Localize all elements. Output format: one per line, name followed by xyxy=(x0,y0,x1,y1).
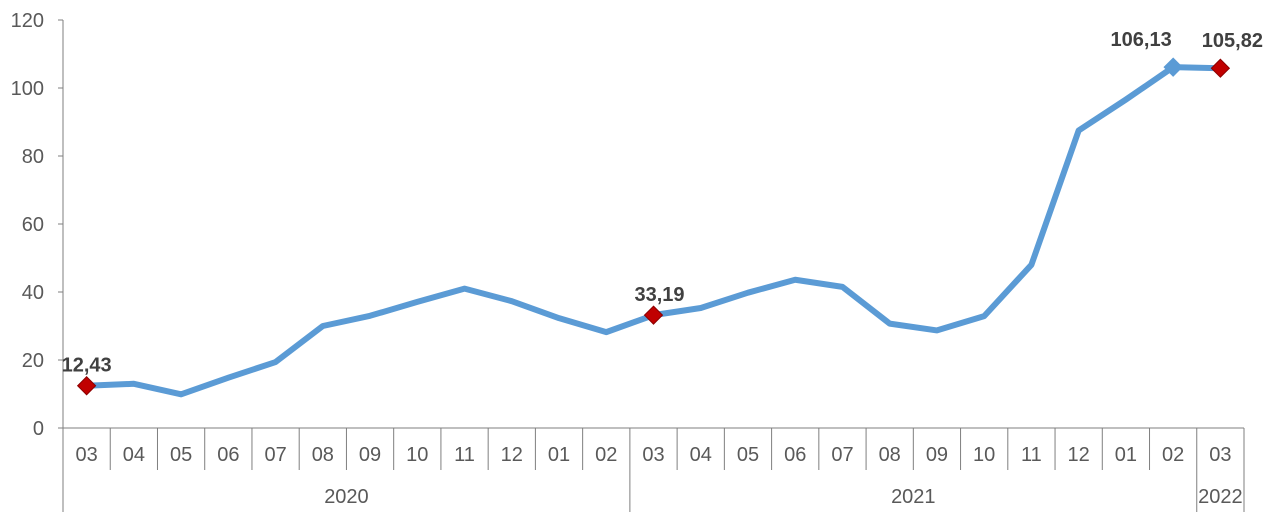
year-label: 2021 xyxy=(891,486,936,508)
x-tick-label: 11 xyxy=(1021,444,1042,466)
y-tick-label: 100 xyxy=(11,78,44,100)
x-tick-label: 12 xyxy=(1068,444,1090,466)
data-point-marker xyxy=(1210,58,1231,78)
x-tick-label: 09 xyxy=(926,444,948,466)
data-label: 12,43 xyxy=(62,355,112,377)
y-axis-ticks: 0 20 40 60 80 100 120 xyxy=(11,10,63,440)
series-group xyxy=(83,64,1224,398)
x-tick-label: 07 xyxy=(831,444,853,466)
x-tick-label: 09 xyxy=(359,444,381,466)
x-axis-categories: 03 04 05 06 07 08 09 10 11 12 01 02 03 04 05 06 07 08 09 10… xyxy=(62,428,1245,470)
data-label: 106,13 xyxy=(1111,29,1172,51)
x-tick-label: 03 xyxy=(75,444,97,466)
y-tick-label: 0 xyxy=(33,418,44,440)
x-tick-label: 04 xyxy=(690,444,712,466)
data-point-marker xyxy=(76,376,97,396)
x-tick-label: 04 xyxy=(123,444,145,466)
highlight-markers xyxy=(76,57,1231,396)
x-tick-label: 01 xyxy=(1115,444,1137,466)
x-tick-label: 02 xyxy=(595,444,617,466)
data-label: 105,82 xyxy=(1202,30,1263,52)
x-tick-label: 06 xyxy=(217,444,239,466)
x-tick-label: 03 xyxy=(642,444,664,466)
x-tick-label: 06 xyxy=(784,444,806,466)
x-tick-label: 10 xyxy=(973,444,995,466)
y-tick-label: 120 xyxy=(11,10,44,32)
y-tick-label: 80 xyxy=(22,146,44,168)
x-tick-label: 10 xyxy=(406,444,428,466)
x-tick-label: 01 xyxy=(548,444,570,466)
x-tick-label: 08 xyxy=(312,444,334,466)
series-line xyxy=(83,64,1224,398)
x-axis-years: 2020 2021 2022 xyxy=(62,470,1245,512)
x-tick-label: 03 xyxy=(1209,444,1231,466)
year-label: 2020 xyxy=(324,486,369,508)
data-labels: 12,43 33,19 106,13 105,82 xyxy=(62,29,1263,377)
data-point-marker xyxy=(1163,57,1183,77)
axes xyxy=(62,20,1244,429)
x-tick-label: 07 xyxy=(264,444,286,466)
year-label: 2022 xyxy=(1198,486,1243,508)
y-tick-label: 40 xyxy=(22,282,44,304)
x-tick-label: 12 xyxy=(501,444,523,466)
data-point-marker xyxy=(643,305,664,325)
x-tick-label: 02 xyxy=(1162,444,1184,466)
y-tick-label: 60 xyxy=(22,214,44,236)
data-label: 33,19 xyxy=(634,284,684,306)
x-tick-label: 05 xyxy=(170,444,192,466)
x-tick-label: 11 xyxy=(454,444,475,466)
x-tick-label: 08 xyxy=(879,444,901,466)
x-tick-label: 05 xyxy=(737,444,759,466)
y-tick-label: 20 xyxy=(22,350,44,372)
